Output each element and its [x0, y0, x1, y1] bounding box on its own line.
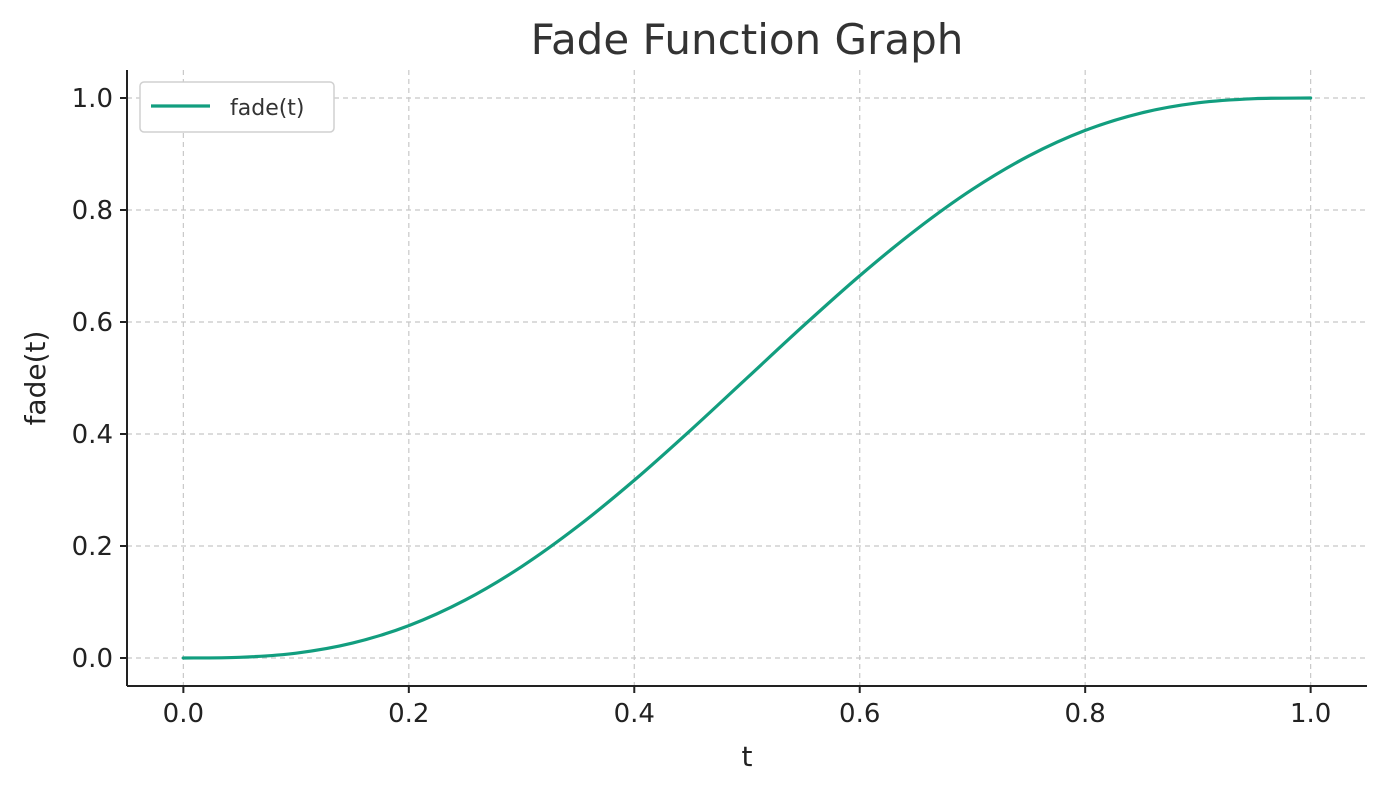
legend: fade(t): [139, 81, 335, 133]
y-tick-label-0: 0.0: [72, 644, 113, 674]
series-line-0: [181, 96, 1313, 660]
x-tick-label-1: 0.2: [388, 699, 429, 729]
axes: [126, 70, 1367, 687]
y-tick-label-3: 0.6: [72, 308, 113, 338]
chart-title: Fade Function Graph: [531, 15, 964, 64]
series-layer: [181, 96, 1313, 660]
x-tick-label-0: 0.0: [163, 699, 204, 729]
grid: [127, 70, 1367, 686]
y-axis-label: fade(t): [19, 331, 52, 426]
x-tick-label-4: 0.8: [1065, 699, 1106, 729]
y-tick-label-1: 0.2: [72, 532, 113, 562]
legend-box: [139, 81, 335, 133]
x-axis-label: t: [742, 740, 753, 773]
x-tick-label-2: 0.4: [614, 699, 655, 729]
x-tick-label-5: 1.0: [1290, 699, 1331, 729]
y-tick-label-4: 0.8: [72, 196, 113, 226]
x-tick-label-3: 0.6: [839, 699, 880, 729]
y-tick-label-2: 0.4: [72, 420, 113, 450]
legend-label-fade: fade(t): [230, 96, 305, 121]
y-tick-label-5: 1.0: [72, 84, 113, 114]
ticks: 0.0 0.2 0.4 0.6 0.8 1.0 0.0 0.2 0.4 0.6 0.8 1.0: [72, 84, 1332, 729]
